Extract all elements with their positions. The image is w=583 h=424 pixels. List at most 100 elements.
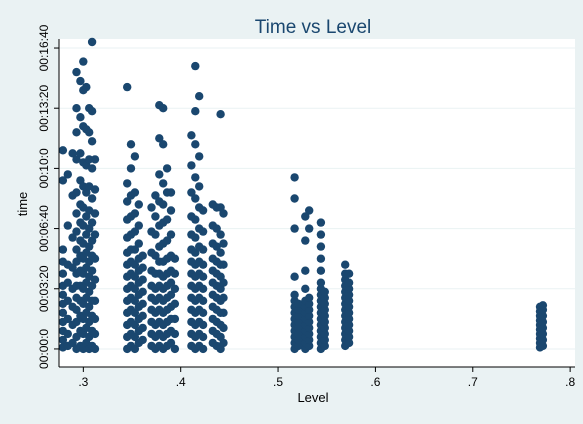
data-point <box>87 164 97 173</box>
data-point <box>166 206 176 215</box>
data-point <box>159 200 168 209</box>
data-point <box>138 299 147 308</box>
data-point <box>316 266 326 275</box>
data-point <box>87 266 97 275</box>
data-point <box>166 338 176 348</box>
data-point <box>305 323 314 333</box>
data-point <box>198 227 208 236</box>
data-point <box>162 215 172 224</box>
data-point <box>72 317 81 327</box>
data-point <box>130 227 140 236</box>
data-point <box>538 341 548 351</box>
data-point <box>305 299 314 308</box>
data-point <box>151 230 160 239</box>
data-point <box>138 263 147 272</box>
data-point <box>130 245 140 254</box>
data-point <box>198 260 208 269</box>
data-point <box>198 332 208 342</box>
data-point <box>195 152 204 161</box>
data-point <box>290 224 299 233</box>
data-point <box>538 317 548 327</box>
data-point <box>130 320 140 330</box>
x-tick-label: .6 <box>370 375 380 389</box>
data-point <box>191 248 200 257</box>
data-point <box>72 332 81 342</box>
data-point <box>301 236 310 245</box>
data-point <box>170 344 180 354</box>
x-tick-label: .3 <box>78 375 88 389</box>
y-axis-label: time <box>15 192 30 217</box>
data-point <box>85 155 94 164</box>
data-point <box>320 329 329 339</box>
data-point <box>305 305 314 314</box>
y-tick-label: 00:03:20 <box>37 265 51 312</box>
data-point <box>344 278 354 287</box>
data-point <box>63 329 72 339</box>
data-point <box>87 137 97 146</box>
data-point <box>82 82 91 92</box>
data-point <box>216 230 225 239</box>
data-point <box>170 299 180 308</box>
data-point <box>219 260 228 269</box>
data-point <box>344 320 354 330</box>
data-point <box>187 161 196 170</box>
data-point <box>320 299 329 308</box>
data-point <box>130 260 140 269</box>
data-point <box>134 239 143 248</box>
data-point <box>72 209 81 218</box>
data-point <box>344 338 354 348</box>
data-point <box>538 335 548 345</box>
data-point <box>301 284 310 293</box>
data-point <box>344 296 354 305</box>
data-point <box>58 269 68 278</box>
data-point <box>58 290 68 299</box>
data-point <box>294 305 303 314</box>
data-point <box>290 290 299 299</box>
data-point <box>191 140 200 149</box>
data-point <box>90 185 100 194</box>
data-point <box>305 329 314 339</box>
data-point <box>63 221 72 230</box>
data-point <box>216 248 225 257</box>
data-point <box>191 173 200 182</box>
data-point <box>72 245 81 254</box>
data-point <box>58 308 68 317</box>
data-point <box>76 76 85 86</box>
y-tick-label: 00:06:40 <box>37 205 51 252</box>
data-point <box>219 308 228 317</box>
data-point <box>191 61 200 71</box>
data-point <box>130 284 140 293</box>
data-point <box>341 260 350 269</box>
data-point <box>344 308 354 317</box>
data-point <box>138 335 147 345</box>
data-point <box>76 113 85 122</box>
data-point <box>316 230 326 239</box>
data-point <box>130 272 140 281</box>
data-point <box>58 335 68 345</box>
data-point <box>72 155 81 164</box>
x-axis-ticks: .3 .4 .5 .6 .7 .8 <box>78 367 575 389</box>
data-point <box>198 272 208 281</box>
data-point <box>305 224 314 233</box>
data-point <box>151 251 160 260</box>
data-point <box>198 284 208 293</box>
y-tick-label: 00:00:0 <box>37 329 51 369</box>
data-point <box>320 293 329 302</box>
data-point <box>316 218 326 227</box>
data-point <box>198 344 208 354</box>
data-point <box>90 296 100 305</box>
data-point <box>219 293 228 302</box>
data-point <box>538 301 548 310</box>
data-point <box>219 209 228 218</box>
data-point <box>219 239 228 248</box>
data-point <box>344 269 354 278</box>
data-point <box>320 323 329 333</box>
data-point <box>170 284 180 293</box>
data-point <box>344 326 354 336</box>
data-point <box>90 230 100 239</box>
data-point <box>72 104 81 113</box>
data-point <box>63 296 72 305</box>
data-point <box>294 329 303 339</box>
data-point <box>301 212 310 221</box>
